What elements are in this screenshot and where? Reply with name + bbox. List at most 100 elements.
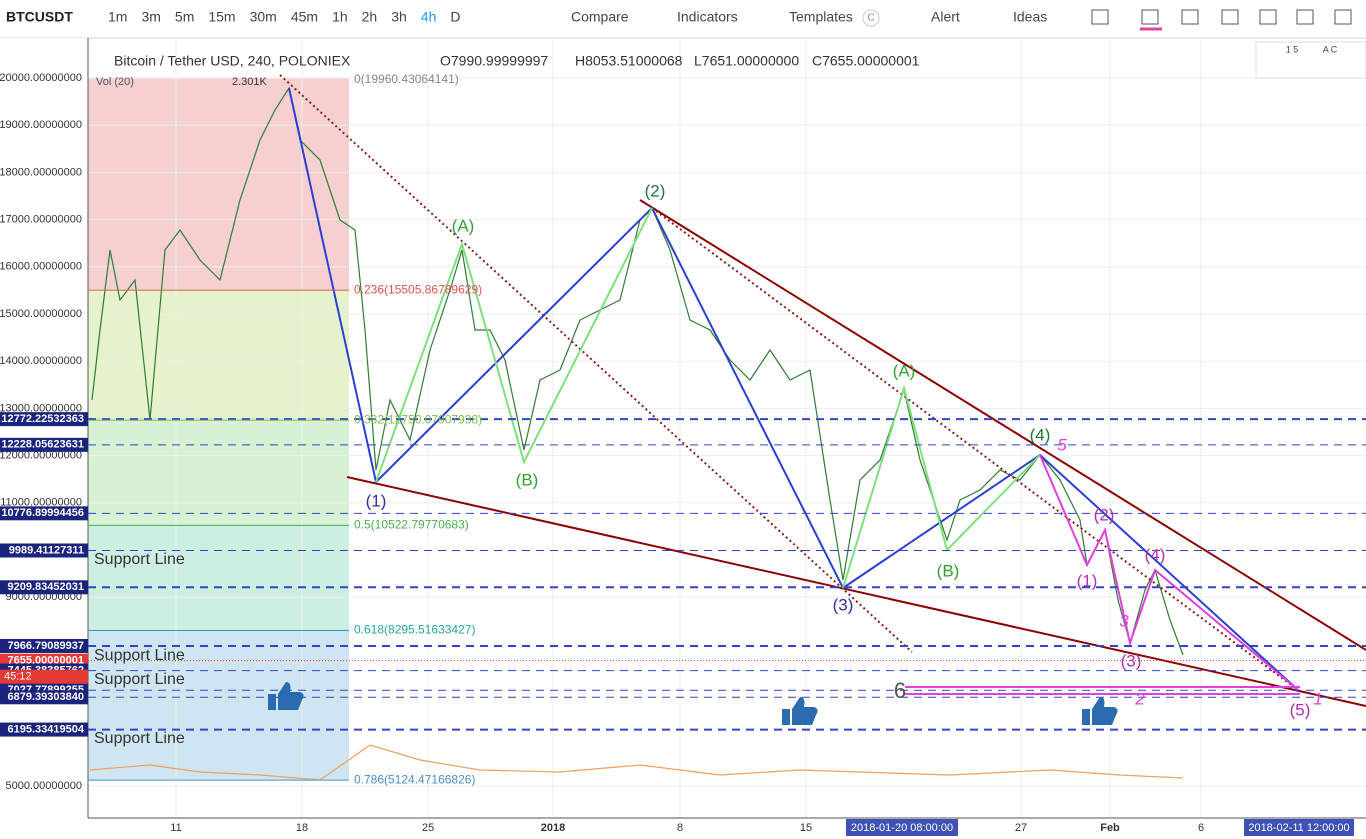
ohlc: L7651.00000000 <box>694 53 799 69</box>
price-label: 12000.00000000 <box>0 450 82 462</box>
interval-button[interactable]: 1h <box>332 9 348 25</box>
ohlc: H8053.51000068 <box>575 53 683 69</box>
interval-button[interactable]: 2h <box>362 9 378 25</box>
tool-icon[interactable] <box>1091 9 1109 25</box>
fib-zone <box>88 629 349 780</box>
time-label: 6 <box>1198 822 1204 834</box>
price-label: 5000.00000000 <box>6 780 82 792</box>
drawing-tool[interactable]: A C <box>1323 44 1338 54</box>
price-badge <box>0 690 88 705</box>
trend-line <box>346 476 1366 707</box>
tool-icon[interactable] <box>1141 9 1159 25</box>
time-label: 2018 <box>541 822 565 834</box>
legend-title: Bitcoin / Tether USD, 240, POLONIEX <box>114 53 351 69</box>
toolbar-button[interactable]: Ideas <box>1013 9 1047 25</box>
price-label: 17000.00000000 <box>0 214 82 226</box>
wave-line <box>288 87 1299 691</box>
toolbar-button[interactable]: Templates <box>789 9 853 25</box>
interval-button[interactable]: 4h <box>421 9 437 25</box>
interval-button[interactable]: D <box>450 9 460 25</box>
time-label: 27 <box>1015 822 1027 834</box>
support-line-label: Support Line <box>94 730 185 747</box>
price-badge-text: 7966.79089937 <box>8 640 84 652</box>
wave-label: (4) <box>1145 545 1166 564</box>
price-badge <box>0 580 88 595</box>
wave-label: (3) <box>833 595 854 614</box>
drawing-tool[interactable]: 1 5 <box>1286 44 1299 54</box>
interval-button[interactable]: 45m <box>291 9 318 25</box>
price-badge <box>0 722 88 737</box>
wave-label: (5) <box>1290 700 1311 719</box>
time-label: Feb <box>1100 822 1120 834</box>
price-label: 14000.00000000 <box>0 355 82 367</box>
price-label: 11000.00000000 <box>0 497 82 509</box>
tool-icon[interactable] <box>1259 9 1277 25</box>
price-badge-text: 9209.83452031 <box>8 581 84 593</box>
price-label: 13000.00000000 <box>0 402 82 414</box>
volume-label: Vol (20) <box>96 76 134 88</box>
fib-label: 0(19960.43064141) <box>354 72 459 86</box>
interval-button[interactable]: 3m <box>141 9 160 25</box>
wave-label: 3 <box>1119 611 1129 630</box>
volume-ma <box>89 744 1184 781</box>
wave-label: (B) <box>516 470 539 489</box>
thumbs-up-icon <box>268 682 304 710</box>
price-badge-text: 12228.05623631 <box>1 439 84 451</box>
price-badge-text: 10776.89994456 <box>1 507 84 519</box>
interval-button[interactable]: 15m <box>208 9 235 25</box>
wave-label: 6 <box>894 678 906 703</box>
top-toolbar <box>0 0 1366 38</box>
ohlc: O7990.99999997 <box>440 53 548 69</box>
time-highlight-label: 2018-01-20 08:00:00 <box>851 822 953 834</box>
time-label: 18 <box>296 822 308 834</box>
wave-label: (B) <box>937 561 960 580</box>
interval-button[interactable]: 5m <box>175 9 194 25</box>
fib-label: 0.236(15505.86789629) <box>354 282 482 296</box>
badge-text: C <box>867 13 874 24</box>
fib-zone <box>88 418 349 524</box>
fib-label: 0.786(5124.47166826) <box>354 772 475 786</box>
wave-label: (2) <box>645 181 666 200</box>
tool-icon[interactable] <box>1221 9 1239 25</box>
interval-button[interactable]: 3h <box>391 9 407 25</box>
time-highlight <box>846 819 958 836</box>
grid <box>88 38 1366 818</box>
trend-line <box>639 199 1366 651</box>
tool-icon[interactable] <box>1181 9 1199 25</box>
interval-button[interactable]: 1m <box>108 9 127 25</box>
tool-icon[interactable] <box>1334 9 1352 25</box>
toolbar-button[interactable]: Alert <box>931 9 960 25</box>
badge <box>862 9 880 27</box>
price-badge-text: 12772.22532363 <box>1 413 84 425</box>
toolbar-button[interactable]: Compare <box>571 9 629 25</box>
price-badge-text: 6879.39303840 <box>8 691 84 703</box>
wave-label: (A) <box>452 216 475 235</box>
dotted-line <box>279 74 913 653</box>
price-badge <box>0 437 88 452</box>
fib-zone <box>88 78 349 289</box>
price-label: 15000.00000000 <box>0 308 82 320</box>
abc-line <box>842 384 1041 589</box>
thumbs-up-icon <box>1082 697 1118 725</box>
price-badge-text: 6195.33419504 <box>8 723 85 735</box>
support-line-label: Support Line <box>94 551 185 568</box>
fib-label: 0.382(12750.07907938) <box>354 412 482 426</box>
price-badge <box>0 543 88 558</box>
time-label: 15 <box>800 822 812 834</box>
volume-value: 2.301K <box>232 76 268 88</box>
drawing-panel <box>1255 41 1366 79</box>
price-badge-text: 9989.41127311 <box>9 544 84 556</box>
time-label: 25 <box>422 822 434 834</box>
tool-icon[interactable] <box>1296 9 1314 25</box>
price-label: 16000.00000000 <box>0 261 82 273</box>
ohlc: C7655.00000001 <box>812 53 920 69</box>
fib-zone <box>88 289 349 418</box>
toolbar-button[interactable]: Indicators <box>677 9 738 25</box>
fib-label: 0.618(8295.51633427) <box>354 623 475 637</box>
thumbs-up-icon <box>782 697 818 725</box>
price-path <box>91 86 1184 656</box>
time-label: 8 <box>677 822 683 834</box>
interval-button[interactable]: 30m <box>250 9 277 25</box>
countdown-badge <box>0 669 88 684</box>
abc-line <box>375 207 653 483</box>
